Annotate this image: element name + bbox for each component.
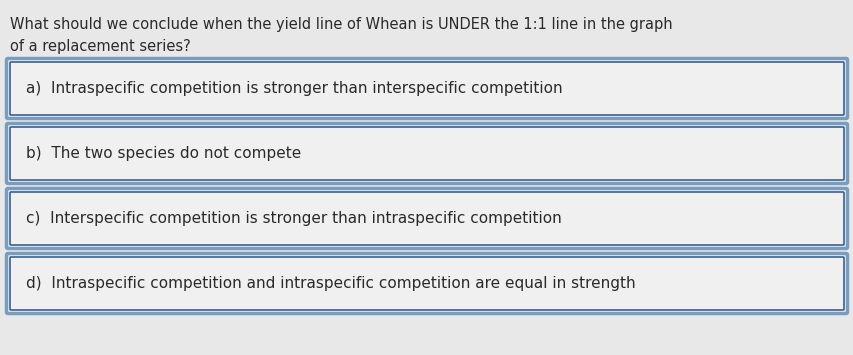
Text: of a replacement series?: of a replacement series?	[10, 39, 190, 54]
Text: c)  Interspecific competition is stronger than intraspecific competition: c) Interspecific competition is stronger…	[26, 211, 561, 226]
FancyBboxPatch shape	[7, 253, 846, 313]
FancyBboxPatch shape	[7, 59, 846, 119]
FancyBboxPatch shape	[7, 124, 846, 184]
FancyBboxPatch shape	[7, 189, 846, 248]
Text: What should we conclude when the yield line of Whean is UNDER the 1:1 line in th: What should we conclude when the yield l…	[10, 17, 672, 32]
Text: a)  Intraspecific competition is stronger than interspecific competition: a) Intraspecific competition is stronger…	[26, 81, 562, 96]
Text: b)  The two species do not compete: b) The two species do not compete	[26, 146, 301, 161]
Text: d)  Intraspecific competition and intraspecific competition are equal in strengt: d) Intraspecific competition and intrasp…	[26, 276, 635, 291]
